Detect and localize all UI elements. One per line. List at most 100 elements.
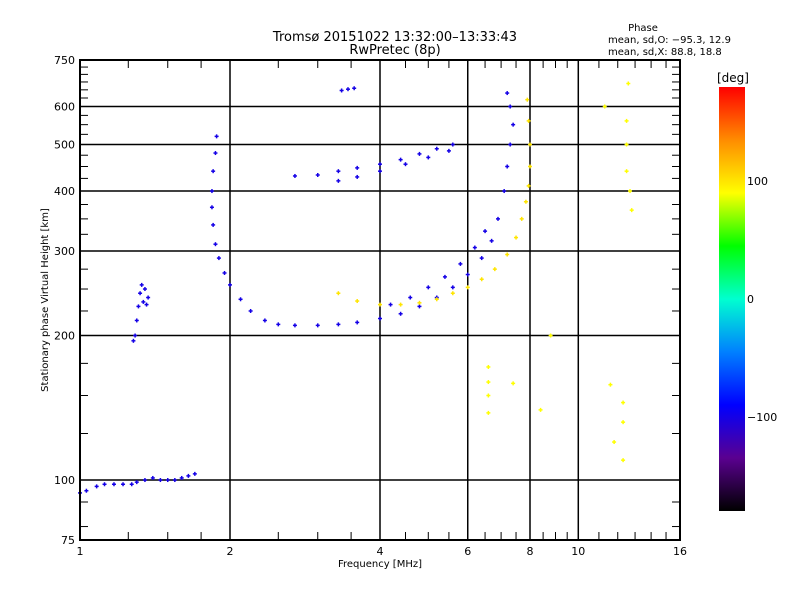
data-point	[408, 295, 413, 300]
data-point	[417, 151, 422, 156]
x-axis-label: Frequency [MHz]	[338, 559, 422, 570]
data-point	[336, 178, 341, 183]
data-point	[472, 245, 477, 250]
data-point	[528, 164, 532, 169]
data-point	[538, 407, 543, 412]
data-point	[131, 338, 136, 343]
data-point	[450, 291, 455, 296]
data-point	[292, 173, 297, 178]
data-point	[211, 222, 216, 227]
data-point	[486, 380, 491, 385]
data-point	[621, 400, 626, 405]
data-point	[292, 323, 297, 328]
data-point	[213, 242, 218, 247]
data-point	[403, 162, 408, 167]
x-tick-label: 2	[227, 545, 234, 558]
data-point	[209, 189, 214, 194]
data-point	[548, 333, 553, 338]
data-point	[133, 333, 138, 338]
data-point	[142, 287, 147, 292]
data-point	[315, 172, 320, 177]
data-point	[526, 118, 531, 123]
data-point	[315, 323, 320, 328]
data-point	[465, 272, 470, 277]
x-tick-label: 16	[673, 545, 687, 558]
data-point	[355, 174, 360, 179]
x-tick-label: 1	[77, 545, 84, 558]
data-point	[486, 410, 491, 415]
x-tick-label: 6	[464, 545, 471, 558]
data-point	[141, 299, 146, 304]
data-point	[505, 91, 510, 96]
stats-o-mode: mean, sd,O: −95.3, 12.9	[608, 35, 731, 46]
data-point	[172, 478, 177, 483]
data-point	[458, 261, 463, 266]
data-point	[417, 300, 422, 305]
axis-ticks	[80, 60, 680, 540]
data-point	[525, 97, 530, 102]
data-point	[489, 238, 494, 243]
data-point	[446, 148, 451, 153]
data-point	[134, 318, 139, 323]
colorbar-tick-label: 100	[747, 175, 768, 188]
data-point	[144, 302, 149, 307]
data-point	[621, 458, 626, 463]
data-point	[450, 142, 455, 147]
y-tick-label: 300	[54, 245, 75, 258]
data-point	[211, 169, 216, 174]
data-point	[511, 122, 516, 127]
data-point	[248, 308, 253, 313]
data-point	[505, 164, 510, 169]
y-tick-label: 500	[54, 139, 75, 152]
data-point	[624, 142, 629, 147]
chart-title: Tromsø 20151022 13:32:00–13:33:43	[272, 30, 517, 45]
data-point	[519, 216, 524, 221]
data-point	[150, 475, 155, 480]
data-point	[84, 488, 89, 493]
data-point	[355, 165, 360, 170]
data-point	[511, 381, 516, 386]
data-point	[426, 285, 431, 290]
data-point	[158, 478, 163, 483]
data-point	[483, 229, 488, 234]
data-point	[339, 88, 344, 93]
data-point	[336, 291, 341, 296]
y-tick-label: 100	[54, 474, 75, 487]
data-point	[528, 142, 532, 147]
data-point	[495, 216, 500, 221]
data-point	[355, 320, 360, 325]
data-point	[514, 235, 519, 240]
y-tick-label: 600	[54, 101, 75, 114]
data-point	[94, 484, 99, 489]
data-point	[486, 364, 491, 369]
data-point	[629, 208, 634, 213]
data-point	[222, 270, 227, 275]
data-point	[146, 295, 151, 300]
y-tick-label: 400	[54, 185, 75, 198]
data-point	[434, 297, 439, 302]
data-point	[465, 285, 470, 290]
data-points	[78, 81, 634, 495]
data-point	[276, 322, 281, 327]
data-point	[426, 155, 431, 160]
data-point	[216, 256, 221, 261]
data-point	[398, 157, 403, 162]
colorbar	[719, 87, 745, 511]
data-point	[378, 162, 382, 167]
colorbar-ticks: 100 0 −100	[747, 175, 777, 424]
data-point	[621, 420, 626, 425]
data-point	[508, 104, 513, 109]
data-point	[602, 104, 607, 109]
data-point	[129, 482, 134, 487]
data-point	[136, 304, 141, 309]
data-point	[345, 87, 350, 92]
data-point	[139, 282, 144, 287]
data-point	[417, 304, 422, 309]
x-tick-label: 4	[377, 545, 384, 558]
data-point	[508, 142, 513, 147]
stats-heading: Phase	[628, 23, 658, 34]
data-point	[398, 302, 403, 307]
y-tick-label: 75	[61, 534, 75, 547]
stats-x-mode: mean, sd,X: 88.8, 18.8	[608, 47, 722, 58]
